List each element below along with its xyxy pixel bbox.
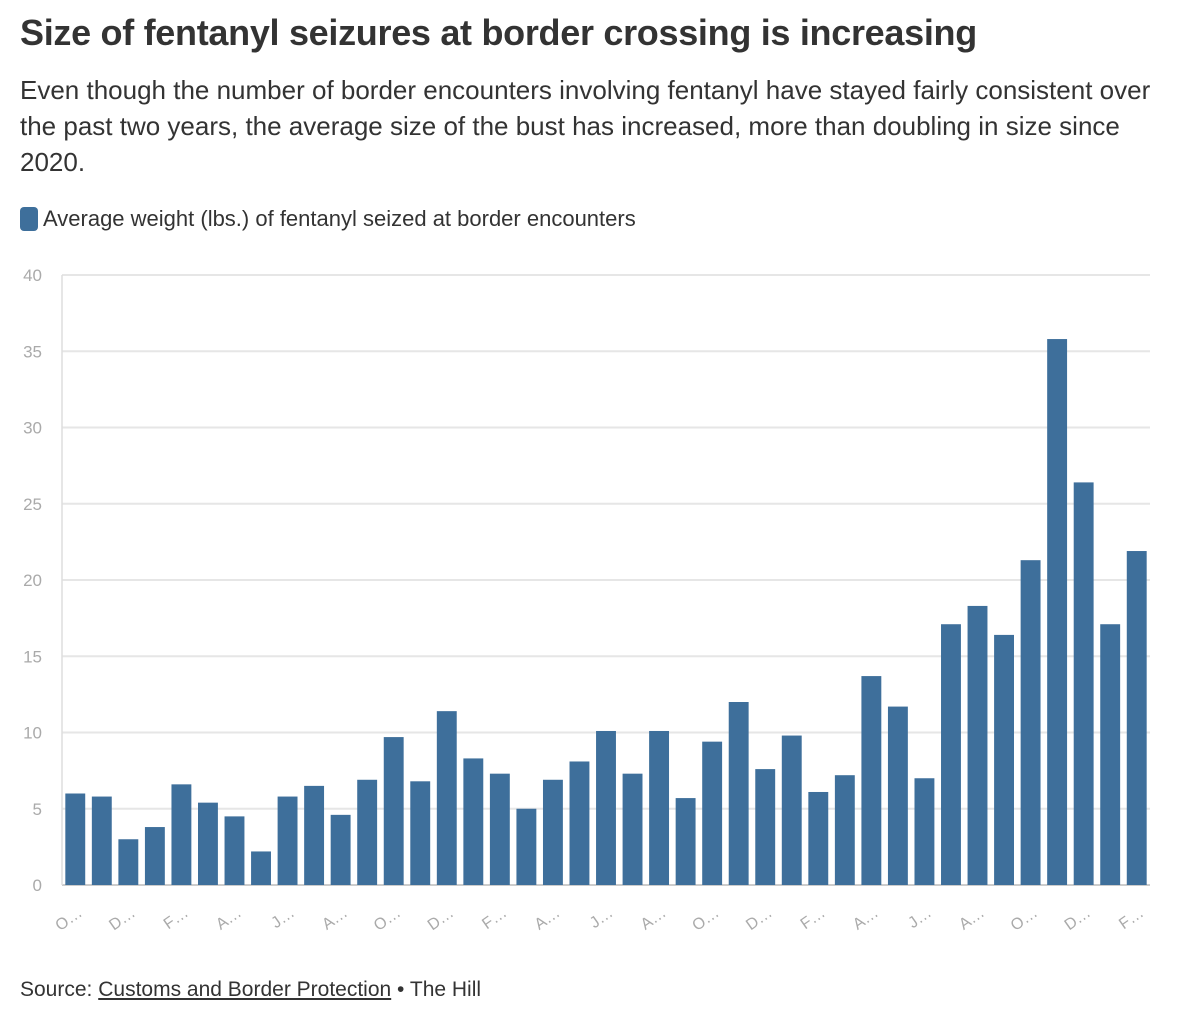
- bar[interactable]: [251, 851, 271, 885]
- x-tick-label: O…: [371, 904, 404, 934]
- x-tick-label: O…: [53, 904, 86, 934]
- bar[interactable]: [702, 741, 723, 885]
- x-tick-label: D…: [743, 904, 775, 934]
- bar[interactable]: [596, 730, 616, 885]
- x-tick-label: D…: [425, 904, 457, 934]
- bar[interactable]: [941, 624, 961, 885]
- bar[interactable]: [224, 816, 245, 886]
- bar[interactable]: [171, 784, 192, 885]
- y-tick-label: 0: [33, 876, 42, 895]
- bar[interactable]: [1126, 551, 1147, 885]
- bar[interactable]: [516, 808, 537, 885]
- y-tick-label: 15: [23, 647, 42, 666]
- x-tick-label: F…: [798, 904, 829, 933]
- y-tick-label: 5: [33, 800, 42, 819]
- bar[interactable]: [967, 605, 988, 885]
- bar[interactable]: [861, 676, 882, 885]
- bar[interactable]: [198, 802, 218, 885]
- bar[interactable]: [118, 839, 139, 885]
- x-tick-label: D…: [106, 904, 138, 934]
- chart-title: Size of fentanyl seizures at border cros…: [20, 12, 977, 53]
- bar[interactable]: [569, 761, 590, 885]
- bar[interactable]: [144, 827, 165, 885]
- x-tick-label: J…: [268, 904, 297, 932]
- bar[interactable]: [622, 773, 643, 885]
- x-tick-label: A…: [850, 904, 882, 933]
- bar[interactable]: [808, 791, 829, 885]
- bar[interactable]: [887, 706, 908, 885]
- bar[interactable]: [755, 769, 776, 885]
- x-tick-label: J…: [587, 904, 616, 932]
- x-tick-label: J…: [905, 904, 934, 932]
- bar[interactable]: [1073, 482, 1094, 885]
- x-tick-label: D…: [1062, 904, 1094, 934]
- x-tick-label: A…: [638, 904, 670, 933]
- footer: Source: Customs and Border Protection • …: [20, 978, 481, 1002]
- x-tick-label: O…: [1008, 904, 1041, 934]
- bar[interactable]: [330, 814, 351, 885]
- bar[interactable]: [383, 737, 404, 885]
- footer-separator: •: [397, 978, 405, 1001]
- bar[interactable]: [463, 758, 484, 885]
- source-prefix: Source:: [20, 978, 93, 1001]
- x-tick-label: A…: [319, 904, 351, 933]
- x-tick-label: O…: [689, 904, 722, 934]
- bar[interactable]: [1047, 339, 1068, 885]
- bar[interactable]: [994, 634, 1014, 885]
- y-tick-label: 40: [23, 266, 42, 285]
- x-tick-label: F…: [1116, 904, 1147, 933]
- x-tick-label: A…: [213, 904, 245, 933]
- x-axis-ticks: O… D… F… A… J… A… O… D… F… A… J… A… O… D… F… A… J… A… O… D……: [53, 904, 1148, 934]
- bar[interactable]: [304, 785, 325, 886]
- bar[interactable]: [542, 779, 563, 885]
- bar[interactable]: [914, 778, 935, 885]
- bar[interactable]: [357, 779, 378, 885]
- y-axis-ticks: 0 5 10 15 20 25 30 35 40: [23, 266, 42, 895]
- y-tick-label: 20: [23, 571, 42, 590]
- bar[interactable]: [1020, 560, 1041, 885]
- bar[interactable]: [489, 773, 510, 885]
- y-tick-label: 30: [23, 419, 42, 438]
- bar-chart: 0 5 10 15 20 25 30 35 40 O… D… F… A… J… A… O… D… F… A… J… A…: [23, 266, 1150, 935]
- bars: [65, 339, 1147, 886]
- y-tick-label: 25: [23, 495, 42, 514]
- bar[interactable]: [1100, 624, 1121, 885]
- bar[interactable]: [91, 796, 112, 885]
- bar[interactable]: [728, 702, 749, 885]
- bar[interactable]: [781, 735, 802, 885]
- x-tick-label: F…: [161, 904, 192, 933]
- legend: Average weight (lbs.) of fentanyl seized…: [20, 206, 636, 232]
- bar[interactable]: [834, 775, 855, 885]
- y-tick-label: 10: [23, 724, 42, 743]
- x-tick-label: A…: [956, 904, 988, 933]
- y-tick-label: 35: [23, 342, 42, 361]
- publisher-name: The Hill: [409, 978, 482, 1001]
- x-tick-label: A…: [532, 904, 564, 933]
- chart-subtitle: Even though the number of border encount…: [20, 75, 1151, 177]
- legend-swatch: [20, 207, 38, 231]
- bar[interactable]: [65, 793, 86, 886]
- bar[interactable]: [277, 796, 298, 885]
- bar[interactable]: [675, 798, 696, 885]
- bar[interactable]: [410, 781, 431, 885]
- source-link[interactable]: Customs and Border Protection: [98, 978, 392, 1001]
- bar[interactable]: [649, 730, 670, 885]
- gridlines: [61, 274, 1150, 886]
- x-tick-label: F…: [479, 904, 510, 933]
- legend-label: Average weight (lbs.) of fentanyl seized…: [43, 206, 636, 231]
- bar[interactable]: [436, 711, 457, 885]
